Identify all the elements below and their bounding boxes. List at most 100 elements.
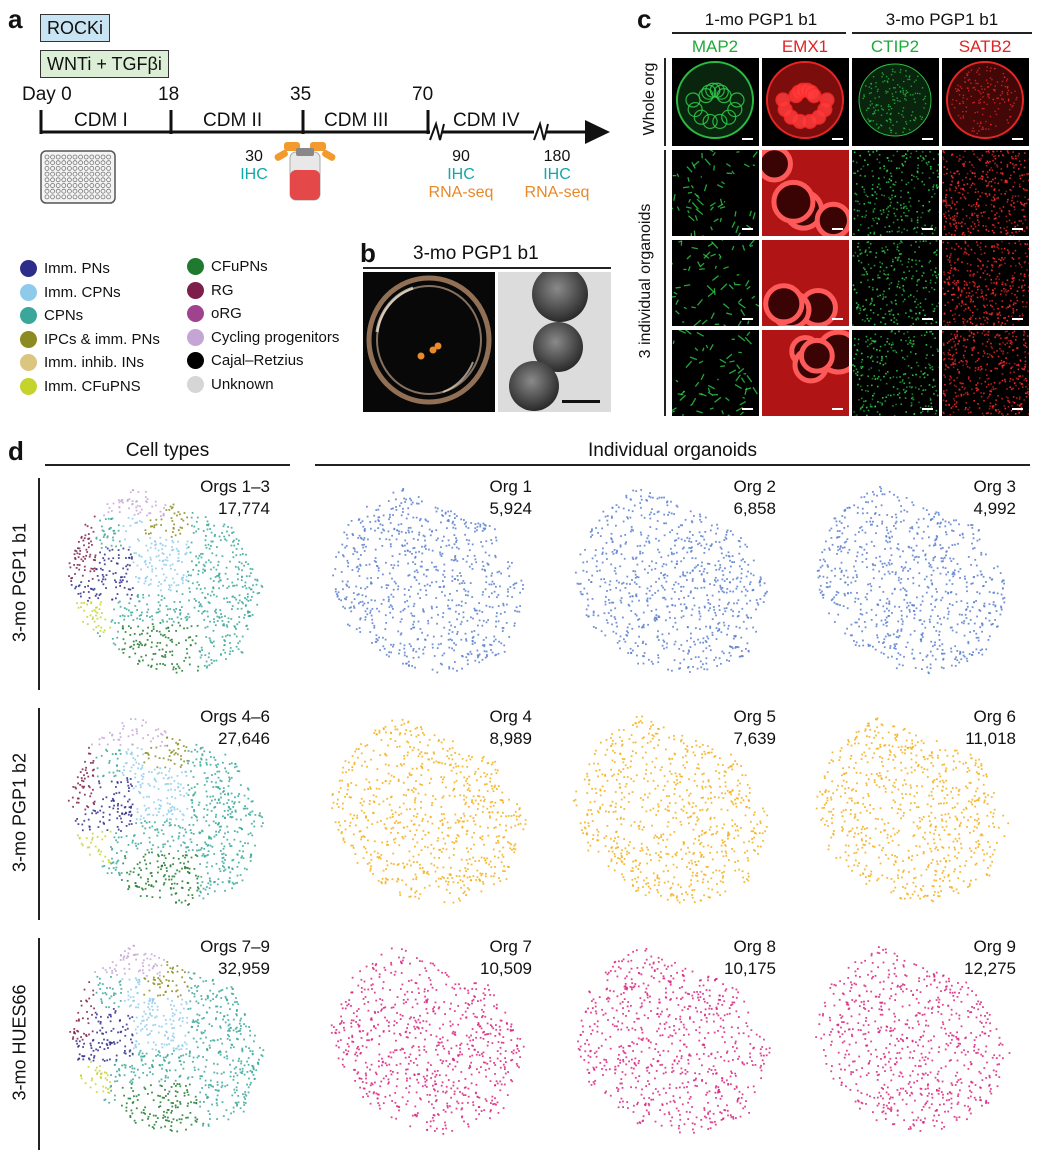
row-label: 3-mo PGP1 b1 <box>9 522 30 643</box>
legend-label: Cajal–Retzius <box>211 352 304 369</box>
day-label-0: Day 0 <box>22 84 72 105</box>
legend-swatch <box>187 258 204 275</box>
cell-count: 27,646 <box>218 729 270 748</box>
row-label: 3-mo HUES66 <box>9 984 30 1101</box>
organoid-dot-3 <box>434 342 442 350</box>
legend-item: Imm. CFuPNS <box>20 377 141 395</box>
axis-break-1 <box>429 120 445 141</box>
day-label-18: 18 <box>158 84 180 105</box>
organoid-dot-2 <box>429 346 437 354</box>
micrograph-satb2-row-0 <box>942 58 1029 146</box>
legend-swatch <box>20 260 37 277</box>
micrograph-satb2-row-1 <box>942 150 1029 236</box>
legend-swatch <box>187 375 204 393</box>
dish-photo <box>363 272 495 412</box>
cell-count: 6,858 <box>733 499 776 518</box>
panel-label-d: d <box>8 436 24 466</box>
legend-item: Imm. CPNs <box>20 283 121 301</box>
axis-break-2 <box>533 120 549 141</box>
bioreactor-icon <box>274 142 336 201</box>
legend-label: Imm. CFuPNS <box>44 377 141 395</box>
panel-label-c: c <box>637 4 652 34</box>
legend-swatch <box>20 330 37 348</box>
umap-annotation: Org 7 10,509 <box>342 936 532 980</box>
marker-emx1: EMX1 <box>781 37 829 56</box>
panel-label-b: b <box>360 238 376 268</box>
stage-cdm-1: CDM I <box>74 110 128 131</box>
well-plate-icon <box>40 150 116 204</box>
umap-cell-types <box>67 718 264 906</box>
header-cell-types: Cell types <box>125 440 210 461</box>
legend-swatch <box>187 305 204 322</box>
marker-satb2: SATB2 <box>958 37 1012 56</box>
legend-swatch <box>187 281 204 299</box>
legend-item: Cycling progenitors <box>187 328 339 346</box>
micrograph-map2-row-0 <box>672 58 759 146</box>
organoid-name: Orgs 4–6 <box>200 707 270 726</box>
scale-bar <box>742 138 753 140</box>
scale-bar <box>1012 228 1023 230</box>
legend-item: Imm. inhib. INs <box>20 354 144 371</box>
umap-annotation: Org 1 5,924 <box>342 476 532 520</box>
cell-count: 5,924 <box>489 499 532 518</box>
stage-cdm-2: CDM II <box>203 110 263 131</box>
timepoint-30-ihc: IHC <box>240 166 268 183</box>
legend-label: Imm. PNs <box>44 260 110 277</box>
micrograph-map2-row-1 <box>672 150 759 236</box>
umap-organoid <box>575 489 768 673</box>
legend-swatch <box>20 283 37 301</box>
row-bracket <box>38 938 40 1150</box>
rocki-label: ROCKi <box>47 18 104 38</box>
umap-annotation: Orgs 7–9 32,959 <box>80 936 270 980</box>
timepoint-90-rnaseq: RNA-seq <box>428 184 494 201</box>
scale-bar <box>742 408 753 410</box>
marker-map2: MAP2 <box>691 37 739 56</box>
micrograph-satb2-row-2 <box>942 240 1029 326</box>
umap-organoid <box>330 947 525 1135</box>
panel-b-title-rule <box>363 267 611 269</box>
organoid-name: Org 1 <box>489 477 532 496</box>
organoid-name: Org 6 <box>973 707 1016 726</box>
organoid-name: Org 8 <box>733 937 776 956</box>
legend-item: Cajal–Retzius <box>187 352 304 369</box>
micrograph-emx1-row-2 <box>762 240 849 326</box>
cell-count: 7,639 <box>733 729 776 748</box>
organoid-sphere-3 <box>509 361 559 411</box>
umap-annotation: Orgs 1–3 17,774 <box>80 476 270 520</box>
timepoint-180-day: 180 <box>543 148 571 165</box>
legend-swatch <box>20 354 37 371</box>
legend-item: IPCs & imm. PNs <box>20 330 160 348</box>
organoid-name: Org 4 <box>489 707 532 726</box>
legend-swatch <box>20 377 37 395</box>
umap-organoid <box>577 948 771 1134</box>
scale-bar <box>922 228 933 230</box>
row-label: 3-mo PGP1 b2 <box>9 752 30 873</box>
timepoint-90-day: 90 <box>452 148 470 165</box>
legend-swatch <box>187 328 204 346</box>
header-individual: Individual organoids <box>587 440 757 461</box>
legend-item: Imm. PNs <box>20 260 110 277</box>
group-1mo: 1-mo PGP1 b1 <box>704 10 818 29</box>
wnti-label: WNTi + TGFβi <box>47 54 162 74</box>
micrograph-emx1-row-0 <box>762 58 849 146</box>
legend-item: CPNs <box>20 307 83 324</box>
organoid-name: Orgs 1–3 <box>200 477 270 496</box>
timepoint-90-ihc: IHC <box>447 166 475 183</box>
umap-organoid <box>816 486 1006 675</box>
timepoint-30-day: 30 <box>245 148 263 165</box>
umap-organoid <box>332 488 524 674</box>
micrograph-satb2-row-3 <box>942 330 1029 416</box>
legend-item: oRG <box>187 305 242 322</box>
group-1mo-rule <box>672 32 846 34</box>
organoid-name: Org 2 <box>733 477 776 496</box>
umap-annotation: Org 2 6,858 <box>586 476 776 520</box>
legend-item: RG <box>187 281 234 299</box>
scale-bar <box>742 318 753 320</box>
row-label-individual: 3 individual organoids <box>637 203 654 359</box>
legend-label: IPCs & imm. PNs <box>44 330 160 348</box>
umap-cell-types <box>69 944 265 1133</box>
organoid-name: Org 5 <box>733 707 776 726</box>
scale-bar <box>832 408 843 410</box>
scale-bar <box>1012 318 1023 320</box>
cell-count: 10,509 <box>480 959 532 978</box>
